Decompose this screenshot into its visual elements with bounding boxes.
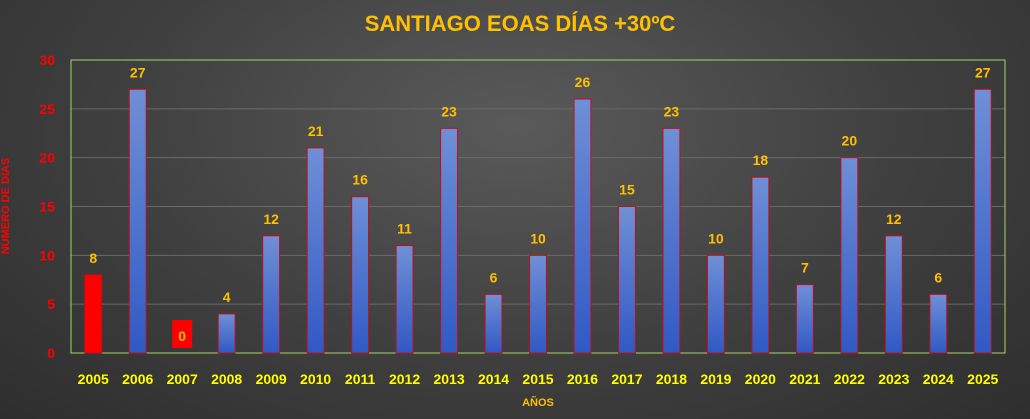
data-label-2009: 12 xyxy=(263,211,279,227)
y-tick-label: 10 xyxy=(39,247,55,263)
bar-2025 xyxy=(973,88,992,354)
bar-2022 xyxy=(840,157,859,354)
y-tick-label: 0 xyxy=(47,345,55,361)
data-label-2005: 8 xyxy=(89,250,97,266)
x-tick-label-2018: 2018 xyxy=(656,371,687,387)
bar-2006 xyxy=(128,88,147,354)
y-tick-label: 5 xyxy=(47,296,55,312)
bar-2012 xyxy=(395,245,414,354)
x-tick-label-2006: 2006 xyxy=(122,371,153,387)
bar-2016 xyxy=(573,98,592,354)
bar-2023 xyxy=(884,235,903,354)
x-axis-title: AÑOS xyxy=(522,396,554,409)
data-label-2014: 6 xyxy=(490,269,498,285)
x-tick-label-2014: 2014 xyxy=(478,371,509,387)
chart-title: SANTIAGO EOAS DÍAS +30ºC xyxy=(365,11,676,36)
x-tick-label-2005: 2005 xyxy=(78,371,109,387)
data-label-2013: 23 xyxy=(441,103,457,119)
data-label-2010: 21 xyxy=(308,123,324,139)
bar-2015 xyxy=(529,254,547,354)
data-label-2006: 27 xyxy=(130,64,146,80)
data-label-2023: 12 xyxy=(886,211,902,227)
data-label-2015: 10 xyxy=(530,230,546,246)
data-label-2024: 6 xyxy=(934,269,942,285)
bar-2014 xyxy=(484,293,503,354)
data-label-2020: 18 xyxy=(753,152,769,168)
data-label-2011: 16 xyxy=(352,172,368,188)
bar-2024 xyxy=(929,293,948,354)
x-tick-label-2011: 2011 xyxy=(345,371,376,387)
x-tick-label-2009: 2009 xyxy=(256,371,287,387)
x-tick-label-2023: 2023 xyxy=(878,371,909,387)
x-tick-label-2008: 2008 xyxy=(211,371,242,387)
x-tick-label-2020: 2020 xyxy=(745,371,776,387)
bar-2018 xyxy=(662,127,681,354)
x-tick-label-2007: 2007 xyxy=(167,371,198,387)
bar-2008 xyxy=(217,313,236,354)
bar-2013 xyxy=(440,127,458,354)
bar-2021 xyxy=(795,284,814,354)
data-label-2017: 15 xyxy=(619,182,635,198)
x-axis-ticks: 2005 2006 2007 2008 2009 2010 2011 2012 2013 2014… xyxy=(78,371,999,387)
y-axis-ticks: 0 5 10 15 20 25 30 xyxy=(39,52,55,361)
x-tick-label-2022: 2022 xyxy=(834,371,865,387)
y-tick-label: 25 xyxy=(39,101,55,117)
y-tick-label: 30 xyxy=(39,52,55,68)
x-tick-label-2016: 2016 xyxy=(567,371,598,387)
y-tick-label: 15 xyxy=(39,199,55,215)
bar-2020 xyxy=(751,176,770,354)
x-tick-label-2024: 2024 xyxy=(923,371,954,387)
y-tick-label: 20 xyxy=(39,150,55,166)
x-tick-label-2013: 2013 xyxy=(433,371,464,387)
bar-2010 xyxy=(306,147,325,354)
y-axis-title: NÚMERO DE DÍAS xyxy=(0,158,12,255)
data-labels: 8 27 0 4 12 21 16 11 23 6 10 26 15 23 10 18 7 20 12 6 27 xyxy=(89,64,991,348)
x-tick-label-2017: 2017 xyxy=(611,371,642,387)
bar-2017 xyxy=(618,206,636,354)
bar-2009 xyxy=(262,235,281,354)
x-tick-label-2021: 2021 xyxy=(789,371,820,387)
x-tick-label-2019: 2019 xyxy=(700,371,731,387)
x-tick-label-2010: 2010 xyxy=(300,371,331,387)
data-label-2012: 11 xyxy=(397,221,412,237)
x-tick-label-2015: 2015 xyxy=(522,371,553,387)
zero-value-badge-2007 xyxy=(172,320,193,348)
data-label-2018: 23 xyxy=(664,103,680,119)
data-label-2019: 10 xyxy=(708,230,724,246)
x-tick-label-2025: 2025 xyxy=(967,371,998,387)
data-label-2025: 27 xyxy=(975,64,991,80)
data-label-2021: 7 xyxy=(801,260,809,276)
data-label-2016: 26 xyxy=(575,74,591,90)
bar-2011 xyxy=(351,196,370,354)
bars xyxy=(84,88,992,354)
x-tick-label-2012: 2012 xyxy=(389,371,420,387)
bar-2005 xyxy=(84,274,103,354)
data-label-2008: 4 xyxy=(223,289,231,305)
bar-2019 xyxy=(706,254,725,354)
data-label-2022: 20 xyxy=(842,133,858,149)
data-label-2007: 0 xyxy=(178,328,186,344)
